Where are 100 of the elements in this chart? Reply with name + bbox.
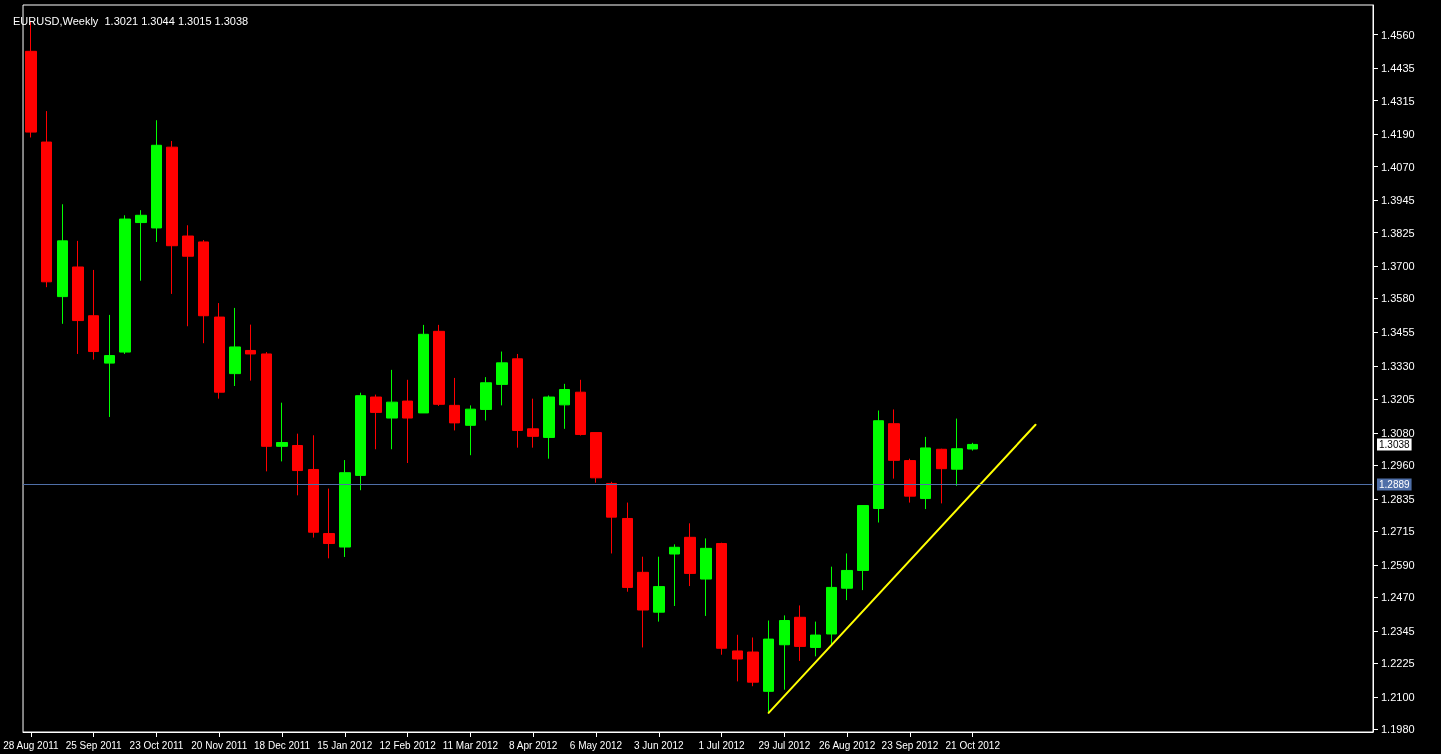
x-tick-label: 18 Dec 2011 bbox=[254, 739, 311, 751]
candlestick bbox=[229, 307, 241, 387]
candlestick bbox=[512, 353, 523, 449]
candlestick bbox=[72, 240, 84, 355]
candlestick bbox=[433, 324, 445, 407]
candlestick bbox=[308, 434, 319, 539]
x-tick-label: 26 Aug 2012 bbox=[819, 739, 876, 751]
candlestick bbox=[857, 505, 869, 591]
x-tick-label: 11 Mar 2012 bbox=[442, 739, 499, 751]
y-tick-label: 1.3205 bbox=[1381, 393, 1415, 406]
y-tick-label: 1.4190 bbox=[1381, 128, 1415, 141]
candlestick bbox=[339, 459, 351, 558]
candlestick bbox=[527, 398, 539, 449]
candlestick bbox=[496, 351, 508, 406]
x-tick-label: 8 Apr 2012 bbox=[509, 739, 558, 751]
x-tick-label: 20 Nov 2011 bbox=[191, 739, 248, 751]
candlestick bbox=[198, 239, 209, 344]
candlestick bbox=[370, 394, 382, 450]
y-tick-label: 1.3455 bbox=[1381, 326, 1415, 339]
candlestick bbox=[135, 209, 147, 282]
y-tick-label: 1.3330 bbox=[1381, 359, 1415, 372]
candlestick bbox=[606, 481, 617, 554]
candlestick bbox=[810, 621, 821, 657]
candlestick bbox=[480, 376, 492, 421]
y-tick-label: 1.2100 bbox=[1381, 691, 1415, 703]
candlestick bbox=[622, 502, 633, 593]
candlestick bbox=[543, 394, 555, 460]
candlestick bbox=[794, 604, 806, 662]
candlestick bbox=[700, 537, 712, 617]
x-tick-label: 25 Sep 2011 bbox=[65, 739, 123, 751]
candlestick bbox=[888, 408, 900, 480]
candlestick bbox=[967, 442, 978, 452]
candlestick bbox=[873, 410, 884, 524]
y-tick-label: 1.2835 bbox=[1381, 493, 1415, 506]
x-tick-label: 28 Aug 2011 bbox=[3, 739, 60, 751]
candlestick bbox=[559, 383, 570, 430]
y-tick-label: 1.2960 bbox=[1381, 459, 1415, 472]
candlestick bbox=[41, 110, 52, 288]
candlestick bbox=[653, 556, 665, 623]
candlestick bbox=[88, 269, 99, 361]
candlestick bbox=[684, 522, 696, 587]
y-tick-label: 1.4070 bbox=[1381, 160, 1415, 173]
candlestick bbox=[261, 351, 272, 472]
candlestick bbox=[779, 614, 790, 691]
candlestick bbox=[166, 140, 178, 295]
y-tick-label: 1.3700 bbox=[1381, 260, 1415, 273]
text: EURUSD,Weekly 1.3021 1.3044 1.3015 1.3038 bbox=[13, 14, 249, 27]
candlestick bbox=[763, 620, 774, 714]
candlestick bbox=[449, 377, 460, 431]
candlestick bbox=[323, 488, 335, 559]
y-tick-label: 1.3080 bbox=[1381, 427, 1415, 440]
text: 1.3038 bbox=[1379, 438, 1411, 450]
candlestick bbox=[904, 458, 916, 504]
x-tick-label: 29 Jul 2012 bbox=[758, 739, 811, 751]
candlestick bbox=[119, 214, 131, 355]
x-tick-label: 1 Jul 2012 bbox=[698, 739, 746, 751]
y-tick-label: 1.2225 bbox=[1381, 657, 1415, 670]
candlestick bbox=[669, 543, 680, 607]
candlestick bbox=[355, 392, 366, 491]
candlestick bbox=[465, 404, 476, 456]
y-tick-label: 1.3580 bbox=[1381, 292, 1415, 305]
candlestick bbox=[402, 379, 413, 464]
y-tick-label: 1.2715 bbox=[1381, 525, 1415, 538]
candlestick bbox=[245, 324, 256, 382]
candlestick bbox=[826, 566, 837, 646]
y-tick-label: 1.2345 bbox=[1381, 625, 1415, 638]
y-tick-label: 1.4315 bbox=[1381, 94, 1415, 107]
x-tick-label: 12 Feb 2012 bbox=[379, 739, 437, 751]
candlestick bbox=[747, 636, 759, 687]
y-tick-label: 1.3945 bbox=[1381, 194, 1415, 207]
y-tick-label: 1.4560 bbox=[1381, 28, 1415, 41]
y-tick-label: 1.1980 bbox=[1381, 723, 1415, 736]
x-tick-label: 6 May 2012 bbox=[569, 739, 623, 751]
y-tick-label: 1.2590 bbox=[1381, 559, 1415, 572]
candlestick bbox=[732, 634, 743, 682]
candlestick bbox=[951, 418, 963, 487]
candlestick bbox=[936, 448, 947, 504]
y-tick-label: 1.3825 bbox=[1381, 226, 1415, 239]
x-tick-label: 21 Oct 2012 bbox=[945, 739, 1001, 751]
candlestick bbox=[104, 314, 115, 418]
y-tick-label: 1.2470 bbox=[1381, 591, 1415, 604]
candlestick bbox=[920, 436, 931, 510]
candlestick bbox=[276, 402, 288, 462]
candlestick bbox=[841, 552, 853, 601]
candlestick bbox=[57, 203, 68, 325]
candlestick bbox=[716, 542, 727, 656]
candlestick bbox=[151, 119, 162, 243]
candlestick bbox=[214, 302, 225, 400]
x-tick-label: 23 Sep 2012 bbox=[881, 739, 939, 751]
candlestick bbox=[575, 379, 586, 437]
y-tick-label: 1.4435 bbox=[1381, 62, 1415, 75]
candlestick bbox=[292, 433, 303, 496]
ref-line-label: 1.2889 bbox=[1379, 479, 1411, 491]
candlestick bbox=[418, 324, 429, 414]
candlestick bbox=[637, 556, 649, 648]
x-tick-label: 15 Jan 2012 bbox=[317, 739, 373, 751]
candlestick bbox=[182, 224, 194, 327]
candlestick bbox=[590, 432, 602, 484]
x-tick-label: 3 Jun 2012 bbox=[634, 739, 684, 751]
x-tick-label: 23 Oct 2011 bbox=[129, 739, 184, 751]
